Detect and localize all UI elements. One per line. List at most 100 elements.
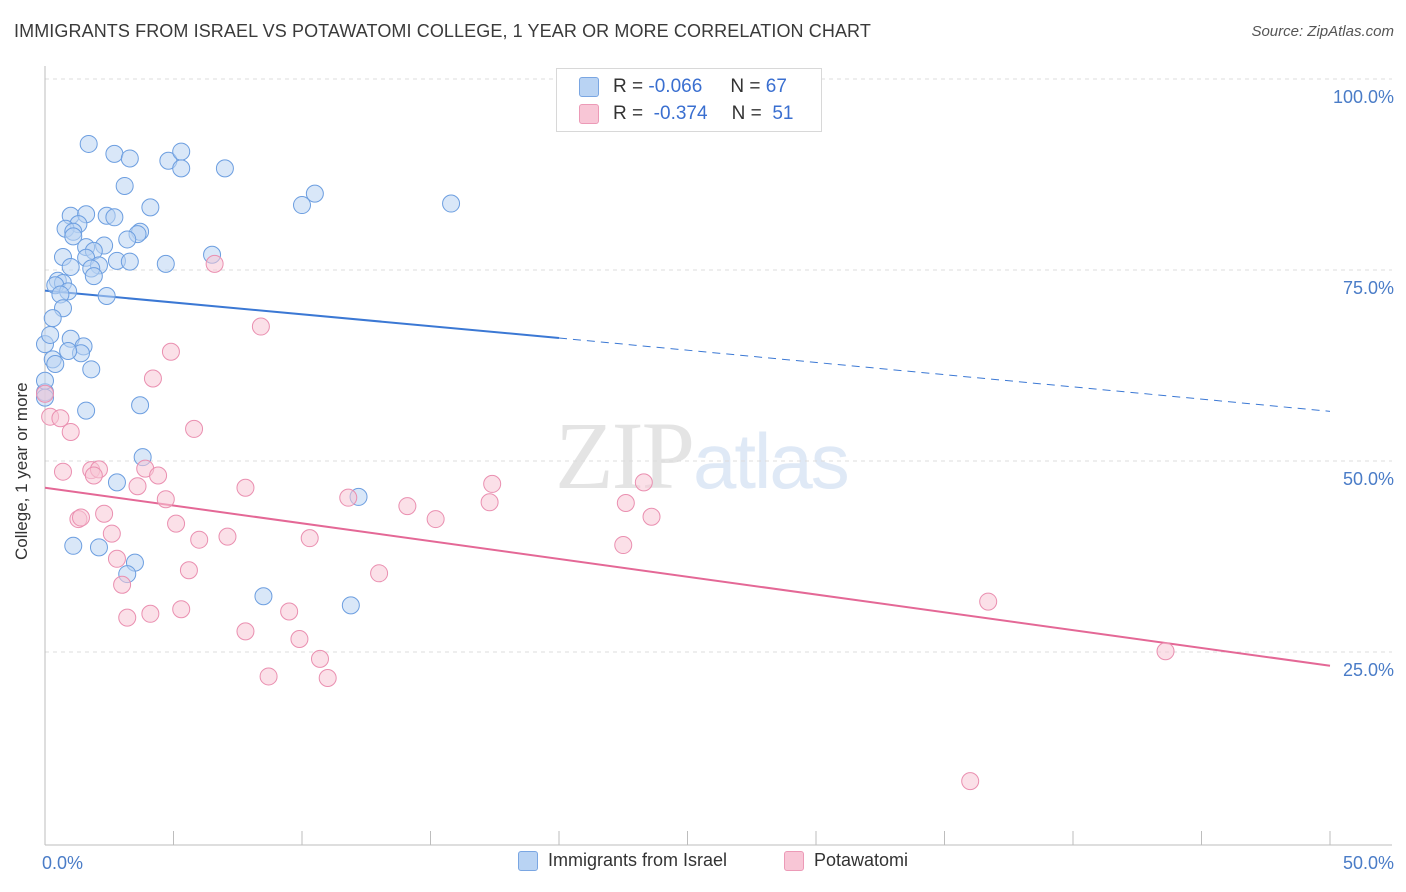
bottom-legend-potawatomi: Potawatomi — [784, 850, 908, 871]
point-potawatomi — [172, 600, 191, 619]
point-potawatomi — [161, 342, 180, 361]
point-potawatomi — [102, 524, 121, 543]
point-potawatomi — [614, 536, 633, 555]
point-israel — [79, 134, 98, 153]
point-potawatomi — [95, 504, 114, 523]
point-potawatomi — [179, 561, 198, 580]
gridlines — [45, 78, 1392, 653]
point-potawatomi — [53, 462, 72, 481]
point-potawatomi — [71, 508, 90, 527]
point-israel — [41, 325, 60, 344]
legend-row-potawatomi: R = -0.374 N = 51 — [579, 102, 793, 126]
point-potawatomi — [113, 575, 132, 594]
point-potawatomi — [642, 507, 661, 526]
point-israel — [141, 198, 160, 217]
point-potawatomi — [51, 409, 70, 428]
point-potawatomi — [634, 473, 653, 492]
y-tick-label-100: 100.0% — [1332, 87, 1394, 107]
point-israel — [105, 208, 124, 227]
point-israel — [97, 286, 116, 305]
point-potawatomi — [167, 514, 186, 533]
point-potawatomi — [483, 474, 502, 493]
point-israel — [82, 360, 101, 379]
point-potawatomi — [280, 602, 299, 621]
point-israel — [172, 142, 191, 161]
legend-r-value-israel: -0.066 — [648, 76, 703, 97]
correlation-legend: R = -0.066 N = 67 R = -0.374 N = 51 — [556, 68, 822, 132]
trend-line-israel — [44, 289, 560, 339]
legend-n-label: N = — [730, 76, 761, 97]
point-potawatomi — [149, 466, 168, 485]
point-potawatomi — [251, 317, 270, 336]
bottom-legend-swatch-pink — [784, 850, 804, 871]
point-potawatomi — [205, 254, 224, 273]
point-potawatomi — [300, 529, 319, 548]
x-tick-label-0: 0.0% — [42, 853, 84, 873]
bottom-legend-swatch-blue — [518, 850, 538, 871]
point-israel — [341, 596, 360, 615]
point-potawatomi — [107, 549, 126, 568]
legend-n-value-israel: 67 — [765, 76, 787, 97]
point-israel — [156, 254, 175, 273]
legend-r-value-potawatomi: -0.374 — [653, 103, 708, 124]
y-axis-label: College, 1 year or more — [12, 382, 31, 560]
point-israel — [131, 396, 150, 415]
point-israel — [118, 230, 137, 249]
trend-line-potawatomi — [44, 486, 1331, 667]
legend-swatch-blue — [579, 77, 599, 97]
point-potawatomi — [141, 604, 160, 623]
bottom-legend-label-israel: Immigrants from Israel — [548, 850, 728, 870]
watermark-zip: ZIP — [555, 402, 695, 509]
point-potawatomi — [143, 369, 162, 388]
point-potawatomi — [156, 490, 175, 509]
x-tick-label-50: 50.0% — [1342, 853, 1394, 873]
point-israel — [442, 194, 461, 213]
point-potawatomi — [1156, 642, 1175, 661]
point-potawatomi — [616, 494, 635, 513]
legend-row-israel: R = -0.066 N = 67 — [579, 75, 787, 99]
point-potawatomi — [218, 527, 237, 546]
trend-line-israel-extrapolated — [558, 337, 1331, 412]
legend-r-label-2: R = — [613, 103, 644, 124]
point-potawatomi — [36, 384, 54, 403]
point-israel — [59, 341, 78, 360]
point-israel — [172, 159, 191, 178]
point-israel — [46, 354, 65, 373]
point-potawatomi — [236, 478, 255, 497]
point-potawatomi — [236, 622, 255, 641]
point-israel — [43, 309, 62, 328]
legend-swatch-pink — [579, 104, 599, 124]
axes — [44, 66, 1392, 846]
point-potawatomi — [339, 488, 358, 507]
legend-n-label-2: N = — [731, 103, 762, 124]
point-israel — [120, 252, 139, 271]
point-potawatomi — [185, 419, 204, 438]
point-potawatomi — [310, 649, 329, 668]
bottom-legend-label-potawatomi: Potawatomi — [814, 850, 909, 870]
y-tick-label-75: 75.0% — [1342, 278, 1394, 298]
point-potawatomi — [190, 530, 209, 549]
y-tick-label-25: 25.0% — [1342, 660, 1394, 680]
source-label: Source: ZipAtlas.com — [1251, 23, 1394, 40]
point-israel — [105, 144, 124, 163]
point-israel — [61, 257, 80, 276]
point-potawatomi — [259, 667, 278, 686]
point-israel — [293, 196, 311, 215]
point-israel — [84, 267, 103, 286]
data-points — [36, 134, 1175, 791]
point-potawatomi — [398, 497, 417, 516]
bottom-legend-israel: Immigrants from Israel — [518, 850, 727, 871]
point-israel — [254, 587, 273, 606]
point-israel — [120, 149, 139, 168]
point-israel — [107, 473, 126, 492]
point-potawatomi — [370, 564, 389, 583]
legend-r-label: R = — [613, 76, 644, 97]
point-potawatomi — [480, 493, 499, 512]
y-tick-label-50: 50.0% — [1342, 469, 1394, 489]
point-potawatomi — [128, 477, 147, 496]
point-israel — [77, 401, 96, 420]
point-potawatomi — [318, 668, 337, 687]
legend-n-value-potawatomi: 51 — [772, 103, 794, 124]
point-potawatomi — [961, 772, 980, 791]
point-israel — [64, 227, 83, 246]
